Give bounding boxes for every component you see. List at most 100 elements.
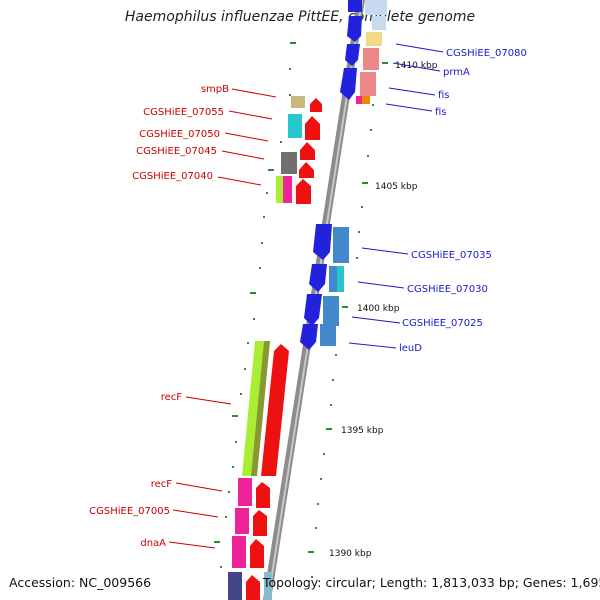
gene-feature: [362, 96, 370, 104]
gene-smpB: [291, 96, 322, 112]
gene-feature: [333, 227, 349, 263]
gene-CGSHiEE_07035: [313, 224, 349, 263]
scale-dot: [323, 453, 325, 455]
gene-arrow: [250, 539, 264, 568]
gene-CGSHiEE_07025: [304, 294, 339, 326]
gene-leuD: [300, 324, 336, 350]
gene-label-smpB: smpB: [201, 84, 229, 95]
gene-feature: [281, 152, 297, 174]
gene-label-CGSHiEE_07035: CGSHiEE_07035: [411, 250, 492, 261]
gene-label-CGSHiEE_07080: CGSHiEE_07080: [446, 48, 527, 59]
scale-dot: [232, 415, 238, 417]
gene-feature: [365, 0, 387, 15]
gene-prmA: [345, 44, 379, 70]
left-labels: smpB CGSHiEE_07055 CGSHiEE_07050 CGSHiEE…: [89, 84, 229, 549]
scale-dot: [356, 257, 358, 259]
gene-arrow: [304, 294, 322, 326]
scale-dot: [261, 242, 263, 244]
left-leader-lines: [168, 88, 277, 549]
leader-line: [348, 342, 397, 349]
scale-dot: [370, 129, 372, 131]
leader-line: [224, 132, 269, 142]
gene-label-recF-small: recF: [151, 479, 173, 490]
leader-line: [231, 88, 277, 98]
gene-fis: [340, 68, 376, 104]
gene-label-CGSHiEE_07050: CGSHiEE_07050: [139, 129, 220, 140]
scale-dot: [372, 104, 374, 106]
leader-line: [175, 482, 223, 492]
scale-label: 1410 kbp: [395, 61, 438, 71]
gene-partial-bottom: [228, 572, 260, 600]
gene-CGSHiEE_07045: [281, 142, 315, 178]
scale-dot: [308, 551, 314, 553]
scale-dot: [235, 441, 237, 443]
gene-label-CGSHiEE_07055: CGSHiEE_07055: [143, 107, 224, 118]
scale-dot: [320, 478, 322, 480]
gene-label-fis: fis: [438, 90, 450, 101]
scale-dot: [244, 368, 246, 370]
gene-label-leuD: leuD: [399, 343, 422, 354]
gene-CGSHiEE_07005: [235, 508, 267, 536]
scale-dot: [259, 267, 261, 269]
scale-dot: [311, 576, 313, 578]
scale-dot: [326, 428, 332, 430]
scale-dot: [250, 292, 256, 294]
gene-CGSHiEE_07040: [276, 176, 311, 204]
gene-CGSHiEE_07055: [288, 114, 320, 140]
scale-dot: [289, 68, 291, 70]
map-title: Haemophilus influenzae PittEE, complete …: [124, 9, 476, 25]
gene-feature: [228, 572, 242, 600]
gene-arrow: [256, 482, 270, 508]
gene-feature: [238, 478, 252, 506]
gene-feature: [235, 508, 249, 534]
scale-dot: [382, 62, 388, 64]
gene-feature: [292, 176, 296, 203]
scale-dot: [280, 141, 282, 143]
accession-label: Accession: NC_009566: [9, 575, 152, 590]
gene-label-CGSHiEE_07045: CGSHiEE_07045: [136, 146, 217, 157]
gene-feature: [356, 96, 362, 104]
scale-dot: [330, 404, 332, 406]
scale-dot: [335, 354, 337, 356]
scale-dots: [214, 5, 388, 578]
scale-dot: [362, 182, 368, 184]
scale-dot: [214, 541, 220, 543]
gene-arrow: [261, 344, 289, 476]
gene-feature: [276, 176, 283, 203]
right-leader-lines: [348, 43, 444, 349]
gene-label-CGSHiEE_07025: CGSHiEE_07025: [402, 318, 483, 329]
scale-dot: [358, 231, 360, 233]
gene-label-fis-2: fis: [435, 107, 447, 118]
gene-arrow: [296, 179, 311, 204]
scale-dot: [332, 379, 334, 381]
leader-line: [388, 87, 436, 96]
scale-dot: [232, 466, 234, 468]
gene-recF-small: [238, 478, 270, 508]
gene-label-CGSHiEE_07040: CGSHiEE_07040: [132, 171, 213, 182]
gene-arrow: [305, 116, 320, 140]
scale-label: 1405 kbp: [375, 182, 418, 192]
gene-feature: [232, 536, 246, 568]
scale-label: 1390 kbp: [329, 549, 372, 559]
scale-dot: [367, 155, 369, 157]
scale-dot: [361, 206, 363, 208]
leader-line: [172, 509, 219, 518]
gene-feature: [264, 572, 272, 600]
leader-line: [361, 247, 409, 255]
scale-dot: [268, 169, 274, 171]
leader-line: [357, 281, 405, 289]
gene-feature: [366, 32, 382, 46]
gene-dnaA: [232, 536, 264, 568]
gene-feature: [372, 16, 386, 30]
gene-arrow: [309, 264, 327, 292]
gene-feature: [323, 296, 339, 326]
scale-label: 1395 kbp: [341, 426, 384, 436]
gene-feature: [283, 176, 292, 203]
gene-feature: [348, 0, 362, 12]
gene-arrow: [313, 224, 332, 260]
leader-line: [392, 62, 441, 72]
gene-feature: [288, 114, 302, 138]
gene-label-dnaA: dnaA: [140, 538, 166, 549]
